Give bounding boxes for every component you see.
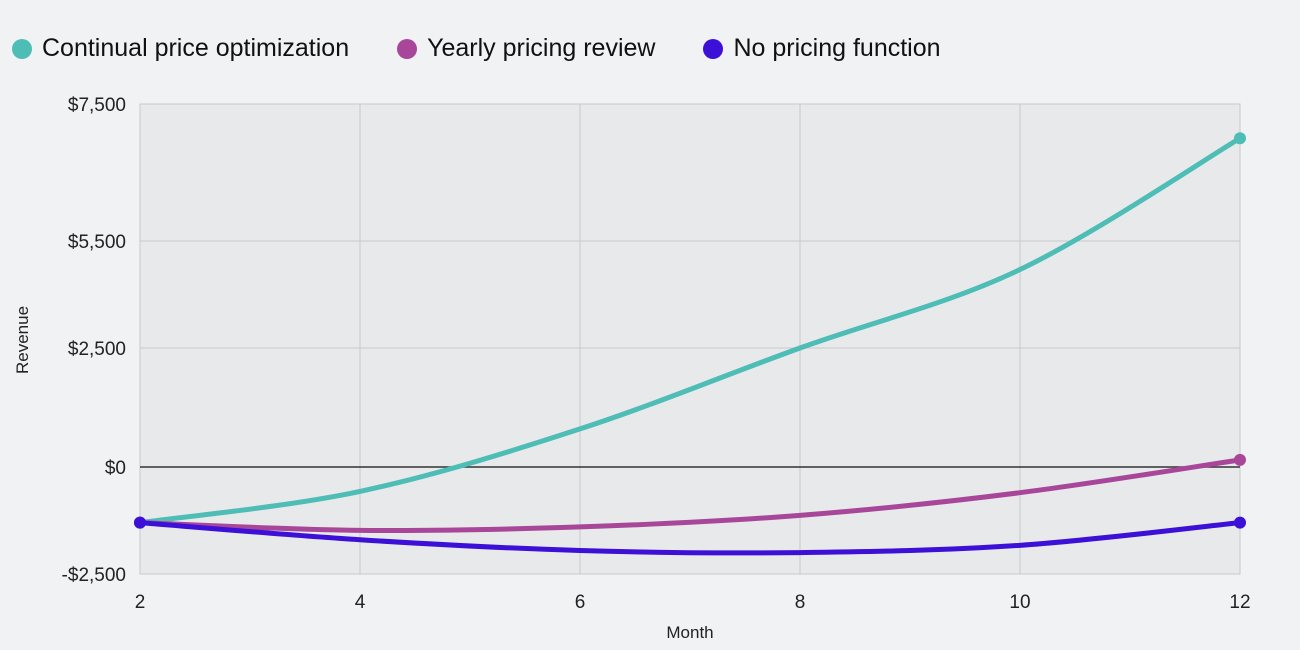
x-tick-label: 2	[135, 592, 146, 613]
x-tick-label: 10	[1009, 592, 1030, 613]
y-tick-label: $0	[105, 458, 126, 479]
series-line-yearly	[137, 457, 1243, 534]
legend-swatch-none	[703, 38, 724, 59]
x-axis-title: Month	[666, 623, 713, 642]
series-line-none	[137, 520, 1243, 556]
legend-label-continual: Continual price optimization	[42, 34, 350, 62]
series-point-yearly-end	[1234, 453, 1246, 466]
legend: Continual price optimization Yearly pric…	[12, 34, 989, 63]
legend-item-continual: Continual price optimization	[12, 34, 349, 63]
x-tick-label: 6	[575, 592, 586, 613]
legend-swatch-yearly	[397, 38, 418, 59]
y-tick-label: -$2,500	[62, 565, 126, 586]
series-line-continual	[137, 135, 1243, 526]
legend-swatch-continual	[12, 38, 32, 59]
x-tick-label: 4	[355, 592, 366, 613]
series-point-none-start	[134, 516, 146, 529]
y-tick-label: $7,500	[68, 95, 126, 116]
y-axis-title: Revenue	[13, 306, 32, 374]
legend-label-yearly: Yearly pricing review	[427, 34, 656, 62]
x-tick-label: 12	[1229, 592, 1250, 613]
legend-item-yearly: Yearly pricing review	[397, 34, 655, 63]
y-tick-label: $5,500	[68, 232, 126, 253]
series-point-continual-end	[1234, 132, 1246, 145]
x-tick-label: 8	[795, 592, 806, 613]
series-point-none-end	[1234, 516, 1246, 529]
y-tick-label: $2,500	[68, 339, 126, 360]
legend-item-none: No pricing function	[703, 34, 941, 63]
legend-label-none: No pricing function	[733, 34, 941, 62]
plot-area	[139, 103, 1241, 575]
